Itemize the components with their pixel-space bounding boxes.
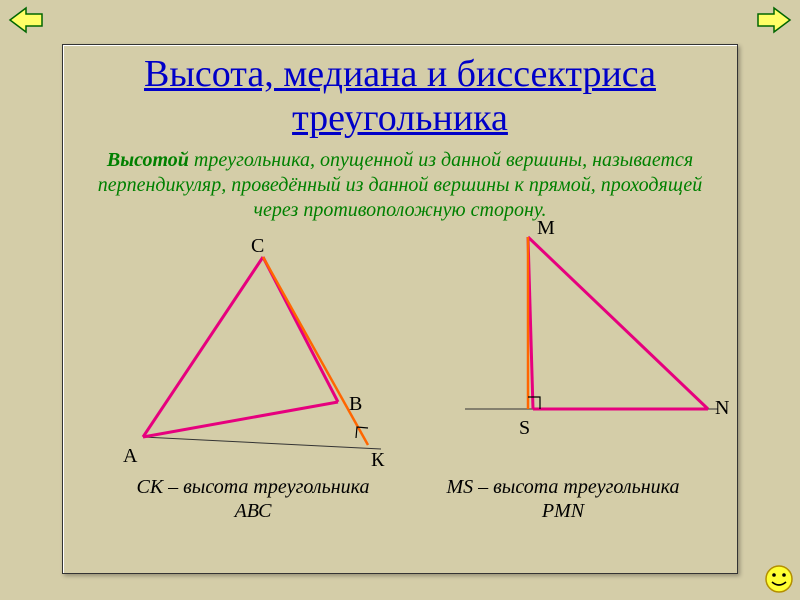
left-side-AC [143, 257, 263, 437]
right-caption: MS – высота треугольника PMN [433, 475, 693, 523]
diagrams-area: A B C К M N S СК – высота треугольника А… [63, 227, 737, 527]
label-M: M [537, 217, 555, 240]
label-S: S [519, 417, 530, 440]
left-caption: СК – высота треугольника АВС [123, 475, 383, 523]
label-K: К [371, 449, 384, 472]
left-side-BA [143, 402, 338, 437]
label-C: C [251, 235, 264, 258]
right-diagram [423, 209, 723, 459]
left-altitude [263, 257, 368, 445]
slide-frame: Высота, медиана и биссектриса треугольни… [62, 44, 738, 574]
prev-button[interactable] [8, 6, 44, 34]
right-side-MN [528, 237, 708, 409]
label-B: B [349, 393, 362, 416]
definition-term: Высотой [107, 149, 189, 171]
label-A: A [123, 445, 137, 468]
prev-arrow-icon [8, 6, 44, 34]
slide-title: Высота, медиана и биссектриса треугольни… [63, 45, 737, 146]
next-arrow-icon [756, 6, 792, 34]
label-N: N [715, 397, 729, 420]
next-button[interactable] [756, 6, 792, 34]
smiley-icon [764, 564, 794, 594]
left-baseline [143, 437, 381, 449]
left-diagram [113, 227, 393, 467]
